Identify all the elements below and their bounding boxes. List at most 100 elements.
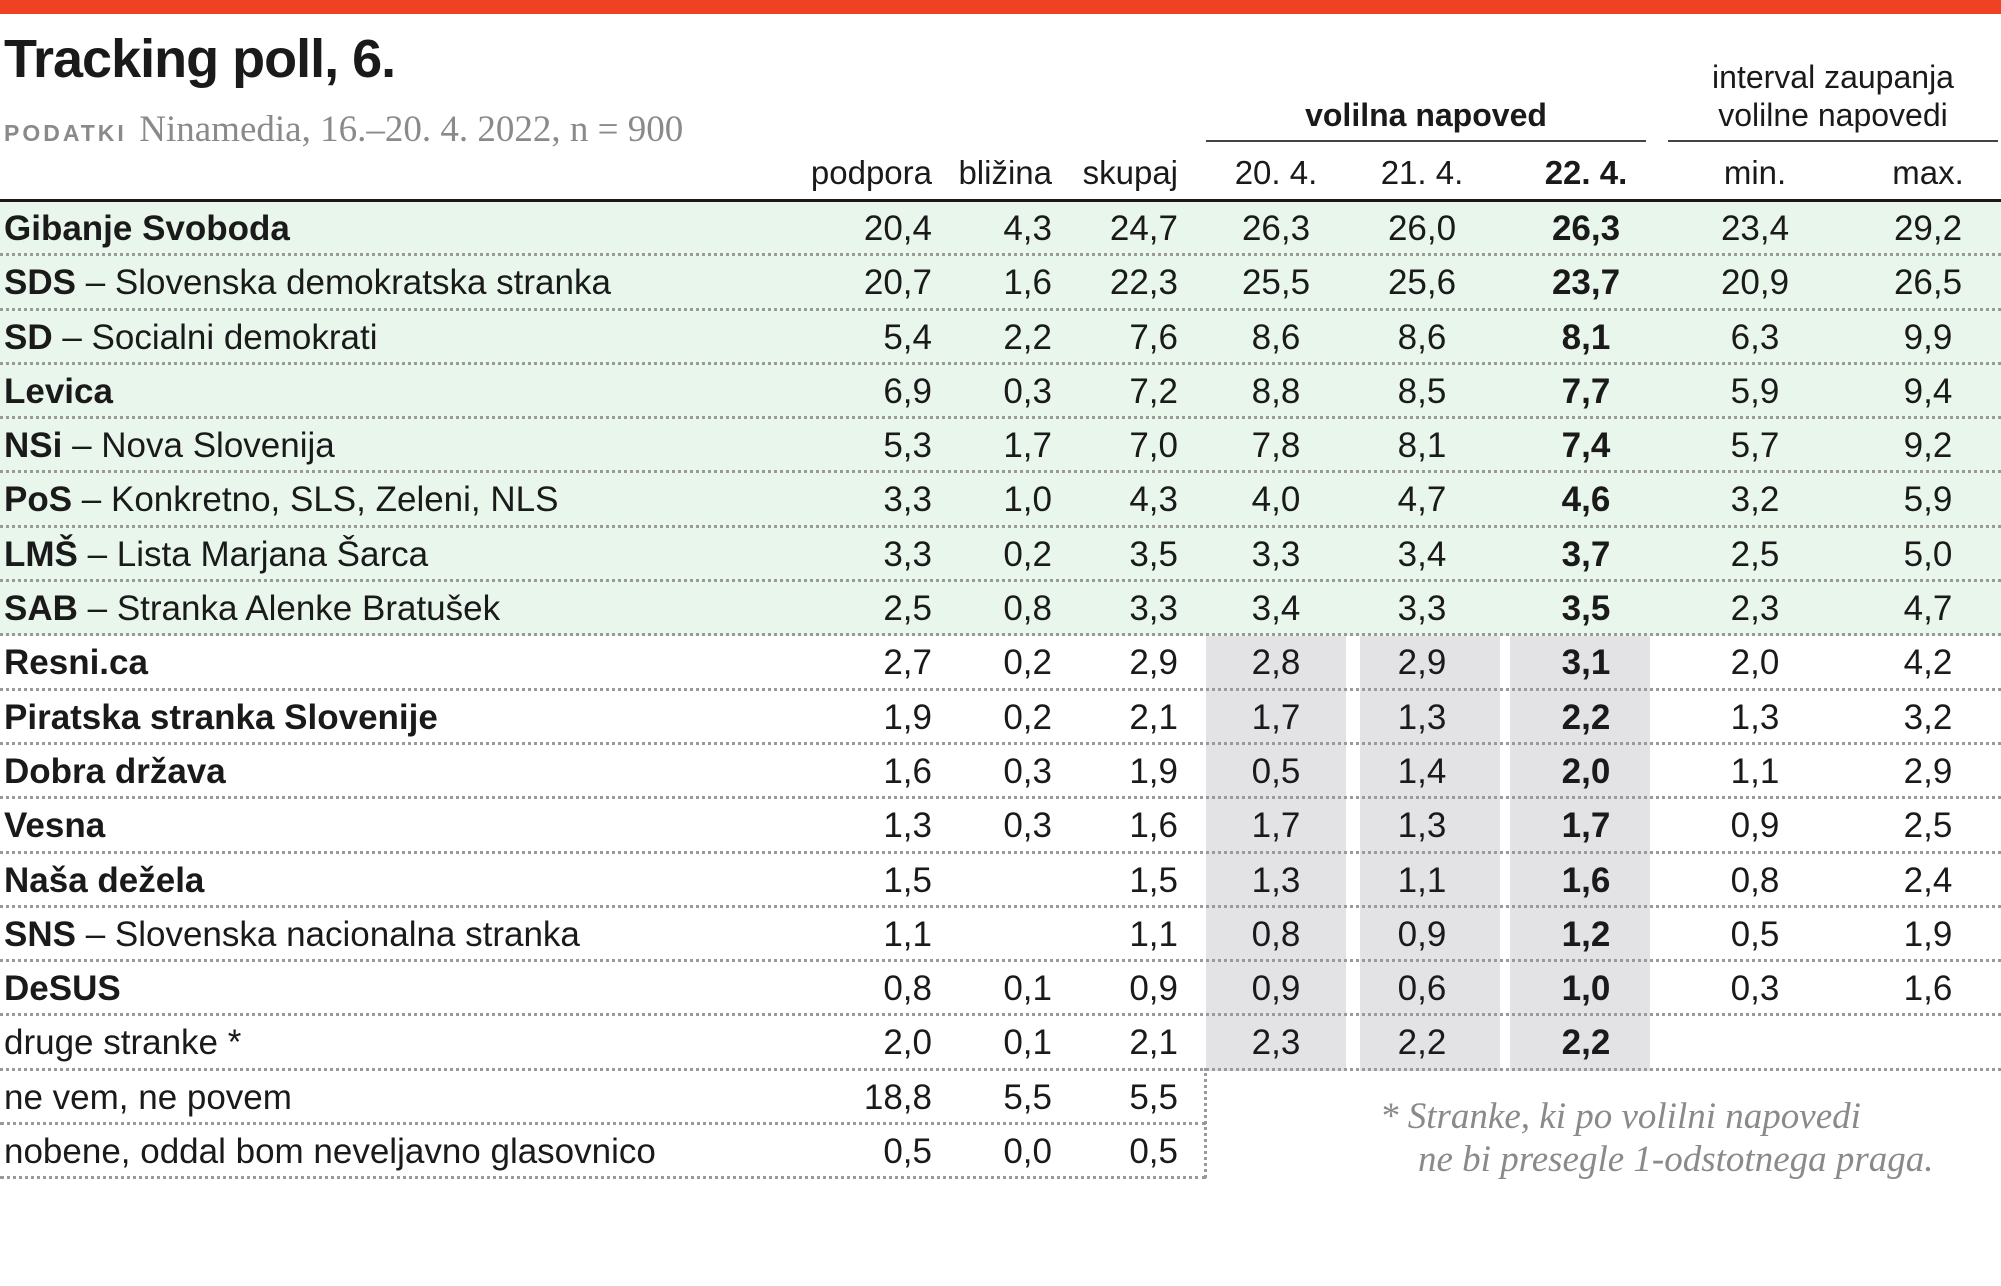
value-podpora: 5,4 — [883, 317, 932, 357]
value-bli-ina: 0,3 — [1003, 751, 1052, 791]
value-20-4: 26,3 — [1241, 209, 1311, 248]
value-22-4: 1,7 — [1561, 806, 1611, 846]
value-21-4: 2,2 — [1397, 1023, 1447, 1063]
value-bli-ina: 0,3 — [1003, 806, 1052, 846]
value-max: 4,7 — [1903, 589, 1953, 629]
value-min: 3,2 — [1730, 480, 1780, 520]
value-min: 5,7 — [1730, 426, 1780, 466]
value-podpora: 5,3 — [883, 426, 932, 466]
table-row: Piratska stranka Slovenije 1,9 0,2 2,1 1,7 1,… — [0, 691, 2001, 745]
value-min: 2,0 — [1730, 643, 1780, 683]
party-fullname: nobene, oddal bom neveljavno glasovnico — [4, 1132, 656, 1172]
value-podpora: 1,3 — [883, 806, 932, 846]
source-label: PODATKI — [4, 120, 127, 146]
party-name: druge stranke * — [4, 1023, 241, 1063]
table-row: PoS – Konkretno, SLS, Zeleni, NLS 3,3 1,0 4… — [0, 473, 2001, 528]
value-podpora: 20,4 — [863, 209, 932, 248]
value-min: 1,3 — [1730, 697, 1780, 737]
value-skupaj: 24,7 — [1109, 209, 1178, 248]
column-header-2: skupaj — [1082, 154, 1178, 191]
table-body: Gibanje Svoboda 20,4 4,3 24,7 26,3 26,0 26,3 23… — [0, 202, 2001, 1180]
value-22-4: 7,4 — [1561, 426, 1611, 466]
value-podpora: 2,7 — [883, 643, 932, 683]
value-bli-ina: 1,7 — [1003, 426, 1052, 466]
value-podpora: 1,9 — [883, 697, 932, 737]
value-bli-ina: 0,2 — [1003, 643, 1052, 683]
value-skupaj: 4,3 — [1129, 480, 1178, 520]
value-20-4: 2,3 — [1251, 1023, 1301, 1063]
table-row: nobene, oddal bom neveljavno glasovnico 0… — [0, 1125, 1206, 1180]
value-22-4: 8,1 — [1561, 317, 1611, 357]
table-row: SAB – Stranka Alenke Bratušek 2,5 0,8 3,3 3,… — [0, 582, 2001, 637]
value-20-4: 3,3 — [1251, 534, 1301, 574]
table-row: LMŠ – Lista Marjana Šarca 3,3 0,2 3,5 3,3 3,4… — [0, 527, 2001, 583]
value-min: 0,3 — [1730, 969, 1780, 1009]
value-max: 9,2 — [1903, 426, 1953, 466]
value-21-4: 0,9 — [1397, 914, 1447, 954]
party-fullname: – Slovenska nacionalna stranka — [75, 914, 580, 954]
value-min: 0,5 — [1730, 914, 1780, 954]
party-abbr: SDS — [4, 263, 76, 303]
source-line: PODATKI Ninamedia, 16.–20. 4. 2022, n = … — [4, 108, 683, 151]
value-min: 2,5 — [1730, 534, 1780, 574]
table-row: SDS – Slovenska demokratska stranka 20,7 1… — [0, 256, 2001, 311]
value-22-4: 3,1 — [1561, 643, 1611, 683]
value-20-4: 8,8 — [1251, 371, 1301, 411]
value-min: 23,4 — [1720, 209, 1790, 248]
value-min: 1,1 — [1730, 751, 1780, 791]
column-header-3: 20. 4. — [1234, 154, 1318, 191]
party-abbr: SNS — [4, 914, 76, 954]
party-name: ne vem, ne povem — [4, 1078, 292, 1118]
table-row: Naša dežela 1,5 1,5 1,3 1,1 1,6 0,8 2,4 — [0, 854, 2001, 908]
value-22-4: 1,0 — [1561, 969, 1611, 1009]
value-bli-ina: 0,3 — [1003, 371, 1052, 411]
value-podpora: 0,8 — [883, 969, 932, 1009]
column-header-6: min. — [1723, 154, 1787, 191]
value-21-4: 0,6 — [1397, 969, 1447, 1009]
value-podpora: 3,3 — [883, 534, 932, 574]
value-min: 0,9 — [1730, 806, 1780, 846]
value-21-4: 3,4 — [1397, 534, 1447, 574]
party-name: SD – Socialni demokrati — [4, 318, 378, 358]
value-max: 1,9 — [1903, 914, 1953, 954]
value-21-4: 4,7 — [1397, 480, 1447, 520]
column-header-7: max. — [1892, 154, 1964, 191]
value-skupaj: 0,5 — [1129, 1132, 1178, 1172]
value-skupaj: 3,5 — [1129, 534, 1178, 574]
value-podpora: 20,7 — [863, 263, 932, 303]
value-max: 26,5 — [1893, 263, 1963, 303]
band-grey-2 — [1510, 636, 1650, 1071]
party-name: SNS – Slovenska nacionalna stranka — [4, 915, 580, 955]
party-abbr: SAB — [4, 589, 78, 629]
value-21-4: 2,9 — [1397, 643, 1447, 683]
value-skupaj: 5,5 — [1129, 1077, 1178, 1117]
value-skupaj: 22,3 — [1109, 263, 1178, 303]
table-header-row: podpora bližina skupaj 20. 4. 21. 4. 22. 4. mi… — [0, 150, 2001, 202]
value-skupaj: 3,3 — [1129, 589, 1178, 629]
table-row: SNS – Slovenska nacionalna stranka 1,1 1,1… — [0, 908, 2001, 963]
party-fullname: – Konkretno, SLS, Zeleni, NLS — [72, 480, 559, 520]
value-max: 29,2 — [1893, 209, 1963, 248]
value-podpora: 0,5 — [883, 1132, 932, 1172]
party-name: nobene, oddal bom neveljavno glasovnico — [4, 1132, 656, 1172]
accent-bar — [0, 0, 2001, 14]
source-text: Ninamedia, 16.–20. 4. 2022, n = 900 — [139, 109, 684, 150]
table-row: Levica 6,9 0,3 7,2 8,8 8,5 7,7 5,9 9,4 — [0, 364, 2001, 420]
value-bli-ina: 0,2 — [1003, 534, 1052, 574]
interval-header-line1: interval zaupanja — [1712, 59, 1954, 95]
value-22-4: 1,6 — [1561, 860, 1611, 900]
value-skupaj: 0,9 — [1129, 969, 1178, 1009]
party-abbr: Dobra država — [4, 751, 226, 791]
party-fullname: – Lista Marjana Šarca — [77, 534, 429, 574]
value-20-4: 7,8 — [1251, 426, 1301, 466]
party-abbr: NSi — [4, 426, 63, 466]
party-abbr: Vesna — [4, 806, 106, 846]
party-abbr: PoS — [4, 480, 73, 520]
party-fullname: – Slovenska demokratska stranka — [75, 263, 611, 303]
table-right-border — [1204, 1068, 1207, 1178]
value-21-4: 25,6 — [1387, 263, 1457, 303]
value-21-4: 3,3 — [1397, 589, 1447, 629]
party-name: Gibanje Svoboda — [4, 209, 290, 249]
value-21-4: 8,1 — [1397, 426, 1447, 466]
value-max: 2,5 — [1903, 806, 1953, 846]
